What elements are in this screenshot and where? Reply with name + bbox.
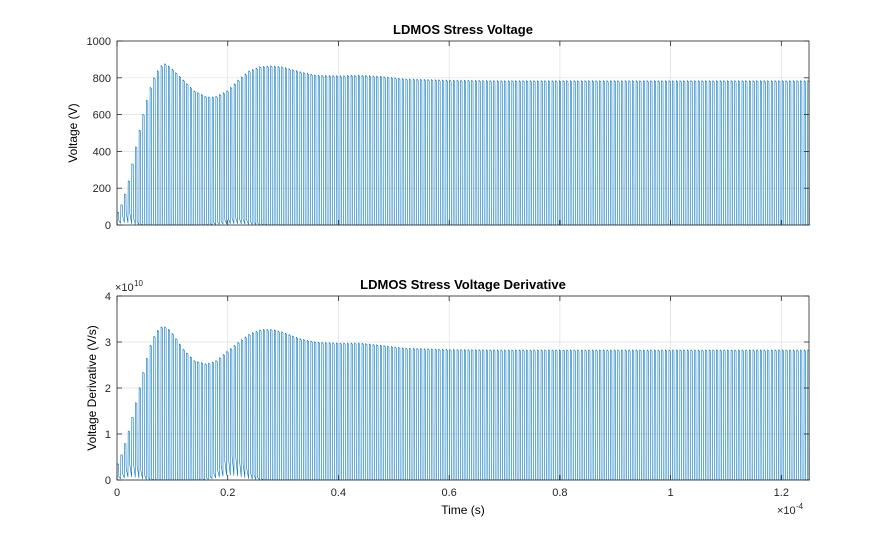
y-tick-labels: 0 200 400 600 800 1000 (87, 36, 111, 232)
y-axis-label: Voltage (V) (66, 103, 80, 162)
x-tick-label: 0.8 (552, 487, 567, 499)
y-tick-label: 0 (105, 220, 111, 232)
y-tick-labels: 0 1 2 3 4 (105, 291, 111, 487)
x-axis-exponent: ×10 -4 (777, 502, 804, 517)
x-exponent-power: -4 (796, 502, 804, 511)
y-tick-label: 600 (93, 110, 111, 122)
x-tick-label: 0.6 (442, 487, 457, 499)
x-axis-label: Time (s) (441, 503, 485, 517)
y-tick-label: 400 (93, 146, 111, 158)
y-exponent-base: ×10 (115, 282, 134, 294)
y-tick-label: 0 (105, 475, 111, 487)
y-tick-label: 3 (105, 337, 111, 349)
y-tick-label: 4 (105, 291, 111, 303)
x-tick-label: 0 (114, 487, 120, 499)
x-tick-label: 1 (668, 487, 674, 499)
chart-title: LDMOS Stress Voltage (393, 22, 533, 37)
y-tick-label: 1 (105, 429, 111, 441)
x-exponent-base: ×10 (777, 505, 796, 517)
x-tick-label: 0.4 (331, 487, 346, 499)
axes-box (116, 40, 810, 226)
chart-title: LDMOS Stress Voltage Derivative (360, 277, 566, 292)
y-tick-label: 1000 (87, 36, 111, 48)
x-tick-label: 1.2 (774, 487, 789, 499)
subplot-stress-voltage: 0 200 400 600 800 1000 LDMOS Stress Voltage V… (66, 22, 811, 232)
ticks (116, 40, 809, 226)
y-tick-label: 800 (93, 73, 111, 85)
y-axis-label: Voltage Derivative (V/s) (85, 325, 99, 450)
x-tick-label: 0.2 (220, 487, 235, 499)
y-axis-exponent: ×10 10 (115, 279, 143, 294)
subplot-stress-voltage-derivative: 0 1 2 3 4 0 0.2 0.4 0.6 0.8 1 1.2 LDMOS Stress Vol… (85, 277, 811, 517)
y-tick-label: 200 (93, 183, 111, 195)
x-tick-labels: 0 0.2 0.4 0.6 0.8 1 1.2 (114, 487, 789, 499)
ticks (116, 295, 809, 481)
y-tick-label: 2 (105, 383, 111, 395)
y-exponent-power: 10 (134, 279, 143, 288)
